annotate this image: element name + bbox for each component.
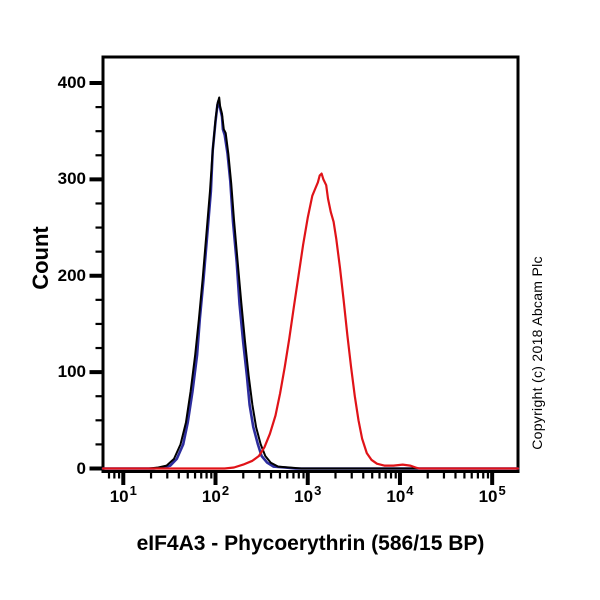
y-tick-label-200: 200	[57, 265, 86, 285]
red-eif4a3-pe-curve	[101, 172, 520, 470]
x-tick-label-10e3: 103	[294, 483, 321, 507]
x-tick-exponent: 2	[221, 483, 230, 498]
y-tick-label-100: 100	[57, 362, 86, 382]
black-control-curve	[102, 96, 519, 470]
x-tick-label-10e4: 104	[386, 483, 413, 507]
plot-frame	[101, 55, 520, 473]
x-tick-exponent: 4	[406, 483, 414, 498]
x-tick-label-10e5: 105	[478, 483, 506, 507]
x-tick-base: 10	[294, 487, 314, 506]
x-tick-base: 10	[386, 487, 406, 506]
x-tick-label-10e2: 102	[201, 483, 229, 507]
x-tick-base: 10	[478, 487, 498, 506]
x-tick-label-10e1: 101	[109, 483, 137, 507]
x-tick-base: 10	[109, 487, 129, 506]
y-tick-label-0: 0	[76, 458, 86, 478]
y-tick-label-300: 300	[57, 169, 86, 189]
y-tick-label-400: 400	[57, 73, 86, 92]
chart-title: eIF4A3 - Phycoerythrin (586/15 BP)	[136, 532, 485, 555]
x-tick-base: 10	[201, 487, 221, 506]
x-tick-exponent: 5	[498, 483, 506, 498]
blue-control-curve	[101, 100, 520, 470]
x-tick-exponent: 1	[129, 483, 137, 498]
copyright-text: Copyright (c) 2018 Abcam Plc	[529, 256, 545, 450]
x-tick-exponent: 3	[314, 483, 322, 498]
